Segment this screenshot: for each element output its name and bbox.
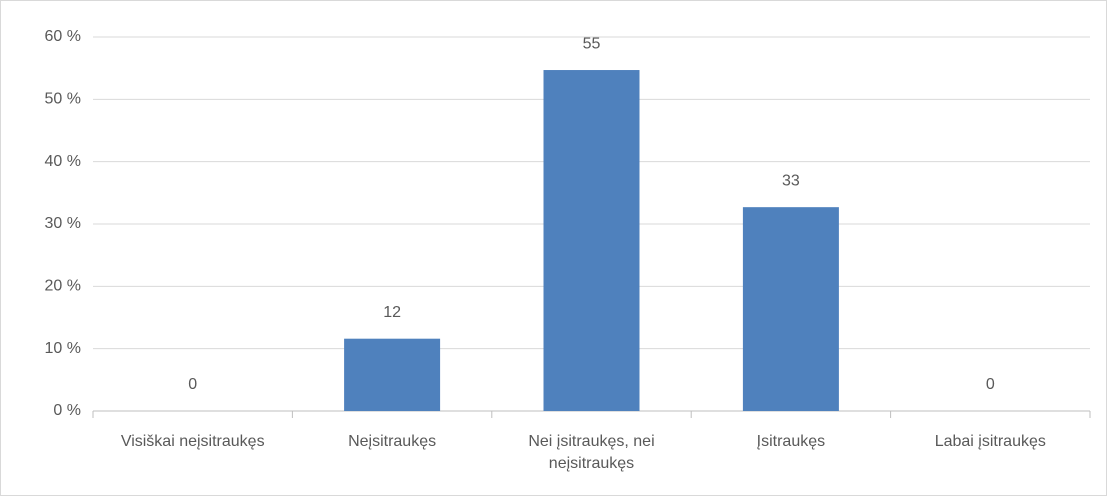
x-tick-label: Visiškai neįsitraukęs bbox=[120, 433, 265, 450]
y-tick-label: 30 % bbox=[45, 215, 81, 232]
y-tick-label: 60 % bbox=[45, 28, 81, 45]
bar bbox=[742, 207, 839, 411]
data-label: 55 bbox=[583, 35, 601, 52]
x-tick-label: Labai įsitraukęs bbox=[934, 433, 1046, 450]
y-tick-label: 50 % bbox=[45, 91, 81, 108]
bar bbox=[344, 338, 441, 411]
y-tick-label: 10 % bbox=[45, 340, 81, 357]
bar bbox=[543, 70, 640, 411]
x-tick-label: Neįsitraukęs bbox=[348, 433, 437, 450]
data-label: 0 bbox=[188, 376, 197, 393]
data-label: 0 bbox=[986, 376, 995, 393]
x-tick-label: Įsitraukęs bbox=[756, 433, 826, 450]
y-tick-label: 20 % bbox=[45, 278, 81, 295]
y-tick-label: 0 % bbox=[53, 402, 81, 419]
y-tick-label: 40 % bbox=[45, 153, 81, 170]
x-tick-label: Nei įsitraukęs, nei neįsitraukęs bbox=[528, 433, 655, 472]
data-label: 33 bbox=[782, 172, 800, 189]
data-label: 12 bbox=[383, 304, 401, 321]
